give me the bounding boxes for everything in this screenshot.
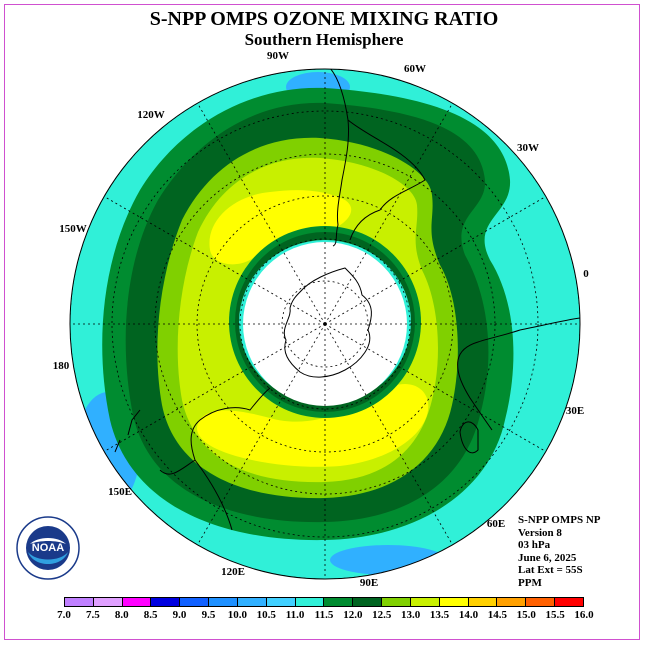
info-line-date: June 6, 2025 bbox=[518, 551, 577, 564]
new-zealand-coastline bbox=[114, 409, 141, 453]
colorbar-segment bbox=[555, 598, 583, 606]
noaa-logo: NOAA bbox=[16, 516, 80, 585]
longitude-labels: 90W 60W 30W 0 30E 60E 90E 120E 150E 180 150W 120W bbox=[53, 50, 590, 589]
australia-coastline bbox=[159, 387, 271, 531]
colorbar-tick-label: 10.5 bbox=[256, 609, 276, 621]
longitude-label: 30E bbox=[566, 405, 584, 417]
longitude-label: 90E bbox=[360, 577, 378, 589]
info-line-pressure: 03 hPa bbox=[518, 539, 551, 551]
colorbar-segment bbox=[410, 598, 440, 606]
colorbar-tick-label: 11.5 bbox=[314, 609, 334, 621]
colorbar-tick-label: 13.0 bbox=[401, 609, 421, 621]
colorbar-tick-label: 14.5 bbox=[487, 609, 507, 621]
colorbar bbox=[64, 597, 584, 607]
antarctica-coastline bbox=[283, 267, 372, 378]
colorbar-segment bbox=[65, 598, 94, 606]
noaa-logo-text: NOAA bbox=[32, 542, 64, 554]
colorbar-segment bbox=[93, 598, 123, 606]
longitude-label: 60W bbox=[404, 63, 426, 75]
colorbar-segment bbox=[526, 598, 556, 606]
longitude-label: 180 bbox=[53, 360, 70, 372]
info-line-version: Version 8 bbox=[518, 526, 562, 539]
colorbar-tick-label: 10.0 bbox=[227, 609, 247, 621]
colorbar-tick-label: 8.5 bbox=[143, 609, 158, 621]
colorbar-tick-label: 16.0 bbox=[574, 609, 594, 621]
info-line-units: PPM bbox=[518, 576, 542, 589]
map-title: S-NPP OMPS OZONE MIXING RATIO bbox=[149, 8, 499, 30]
ozone-blue-patch-south bbox=[330, 545, 446, 575]
info-line-instrument: S-NPP OMPS NP bbox=[518, 514, 601, 526]
colorbar-tick-label: 14.0 bbox=[458, 609, 479, 621]
colorbar-tick-label: 9.5 bbox=[201, 609, 216, 621]
colorbar-tick-label: 7.5 bbox=[86, 609, 100, 621]
colorbar-segment bbox=[151, 598, 181, 606]
colorbar-tick-label: 9.0 bbox=[172, 609, 187, 621]
colorbar-segment bbox=[468, 598, 498, 606]
map-subtitle: Southern Hemisphere bbox=[244, 30, 404, 49]
africa-coastline bbox=[457, 317, 580, 431]
colorbar-segment bbox=[439, 598, 469, 606]
longitude-label: 150W bbox=[59, 223, 87, 235]
colorbar-segment bbox=[295, 598, 325, 606]
longitude-label: 30W bbox=[517, 142, 539, 154]
colorbar-tick-label: 7.0 bbox=[57, 609, 71, 621]
graticule bbox=[70, 69, 580, 579]
colorbar-segment bbox=[382, 598, 411, 606]
colorbar-tick-label: 15.0 bbox=[516, 609, 536, 621]
colorbar-segment bbox=[237, 598, 267, 606]
colorbar-tick-label: 8.0 bbox=[114, 609, 129, 621]
longitude-label: 90W bbox=[267, 50, 289, 62]
colorbar-segment bbox=[209, 598, 238, 606]
colorbar-segment bbox=[266, 598, 296, 606]
colorbar-segment bbox=[353, 598, 383, 606]
colorbar-segment bbox=[180, 598, 210, 606]
colorbar-segment bbox=[324, 598, 354, 606]
colorbar-tick-label: 11.0 bbox=[285, 609, 305, 621]
colorbar-tick-label: 15.5 bbox=[545, 609, 565, 621]
colorbar-segment bbox=[122, 598, 152, 606]
madagascar-coastline bbox=[459, 421, 479, 454]
longitude-label: 120W bbox=[137, 109, 165, 121]
map-disc-outline bbox=[69, 68, 581, 580]
info-line-lat-extent: Lat Ext = 55S bbox=[518, 564, 583, 576]
colorbar-segment bbox=[497, 598, 527, 606]
south-america-coastline bbox=[329, 69, 426, 247]
colorbar-tick-label: 12.0 bbox=[343, 609, 363, 621]
longitude-label: 120E bbox=[221, 566, 245, 578]
colorbar-labels: 7.0 7.5 8.0 8.5 9.0 9.5 10.0 10.5 11.0 11.5 12.0 12… bbox=[44, 609, 604, 623]
coastlines bbox=[114, 69, 580, 531]
product-info: S-NPP OMPS NP Version 8 03 hPa June 6, 2… bbox=[518, 514, 601, 589]
colorbar-tick-label: 12.5 bbox=[372, 609, 392, 621]
longitude-label: 150E bbox=[108, 486, 132, 498]
colorbar-tick-label: 13.5 bbox=[429, 609, 450, 621]
longitude-label: 0 bbox=[583, 268, 589, 280]
longitude-label: 60E bbox=[487, 518, 505, 530]
pole-marker bbox=[323, 322, 327, 326]
ozone-yellow-patch-north bbox=[209, 190, 352, 265]
